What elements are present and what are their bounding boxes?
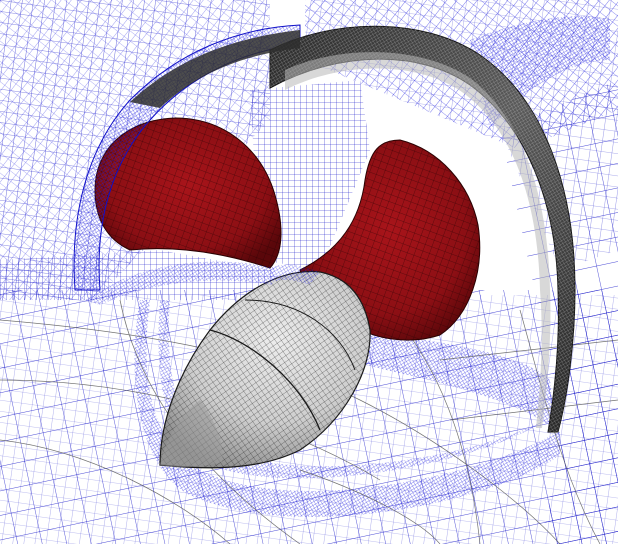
hub [159,270,371,469]
blade-root-mesh [85,261,320,305]
upper-left-blade [94,117,282,269]
duct-ring [73,24,576,433]
